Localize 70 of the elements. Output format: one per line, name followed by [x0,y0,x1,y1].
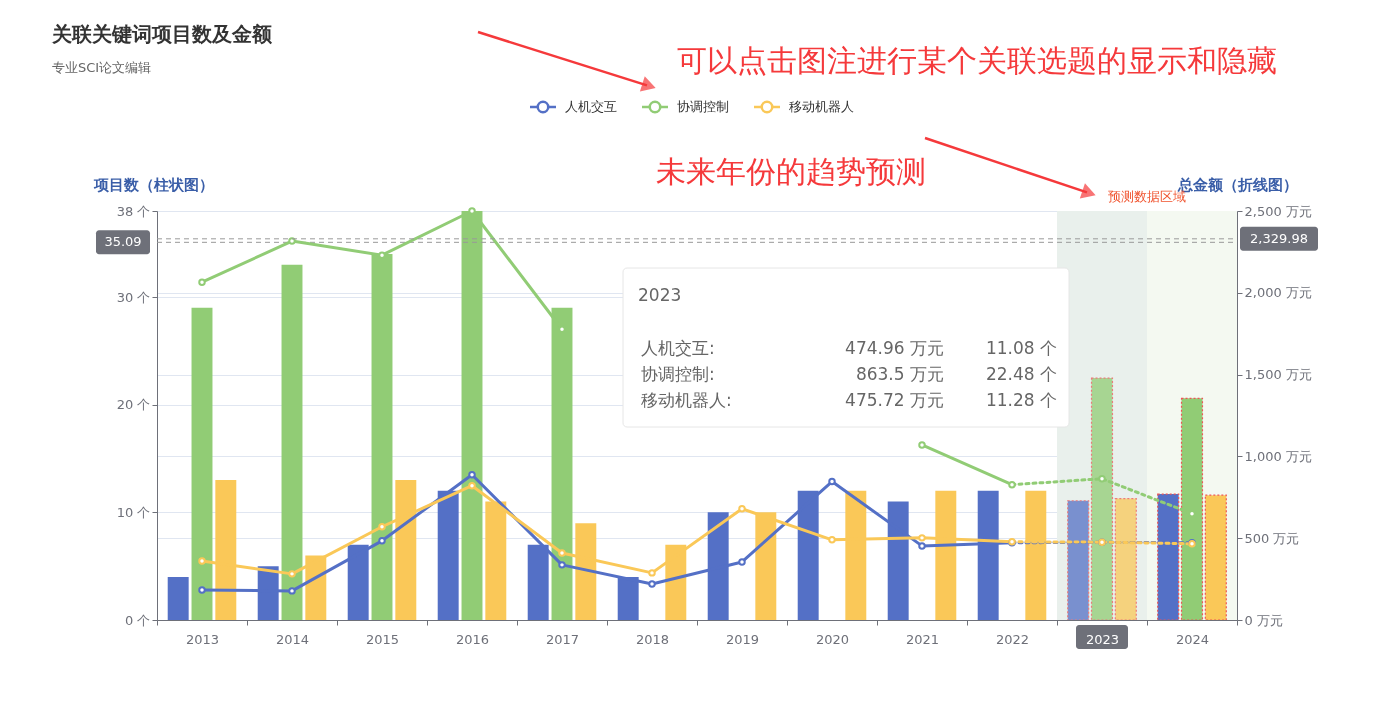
ref-line-label: 2,329.98 [1250,230,1308,246]
y-tick-label: 20 个 [116,397,151,413]
annotation: 22.48 个 [985,364,1057,384]
point [288,587,296,595]
point [828,477,836,486]
x-tick-label: 2014 [275,631,310,647]
ref-line-label: 35.09 [104,234,142,250]
y-axis-title: 项目数（柱状图） [92,175,214,194]
y2-tick-label: 1,000 万元 [1244,448,1312,464]
point [738,558,746,566]
point [558,549,566,557]
y-tick-label: 10 个 [116,504,151,520]
point [378,523,386,531]
point [1098,475,1106,483]
point [288,570,296,578]
legend-label: 协调控制 [677,99,729,114]
x-tick-label: 2020 [815,631,850,647]
x-tick-label: 2024 [1175,631,1210,647]
point [918,441,926,449]
annotation: 474.96 万元 [845,338,944,358]
text: 未来年份的趋势预测 [656,154,926,189]
annotation: 11.28 个 [985,390,1057,410]
x-tick-label: 2017 [545,631,580,647]
bar [167,576,189,620]
point [198,278,206,286]
x-tick-label: 2022 [995,631,1030,647]
point [288,237,296,245]
y2-tick-label: 2,500 万元 [1244,203,1312,219]
point [558,561,566,569]
annotation: 11.08 个 [985,338,1057,358]
annotation: 2023 [638,285,682,305]
y-tick-label: 0 个 [125,612,151,628]
x-tick-label: 2023 [1085,631,1120,647]
x-tick-label: 2016 [455,631,490,647]
x-tick-label: 2013 [185,631,220,647]
point [468,481,476,490]
x-tick-label: 2015 [365,631,400,647]
point [648,580,656,588]
annotation: 475.72 万元 [845,390,944,410]
point [468,470,476,479]
x-tick-label: 2018 [635,631,670,647]
point [378,537,386,545]
x-tick-label: 2021 [905,631,940,647]
point [648,569,656,577]
point [1008,480,1016,489]
annotation: 人机交互: [641,338,715,358]
text: 可以点击图注进行某个关联选题的显示和隐藏 [677,43,1277,78]
legend-label: 移动机器人 [789,99,854,114]
annotation: 移动机器人: [641,390,732,410]
y2-tick-label: 0 万元 [1244,612,1283,628]
legend-label: 人机交互 [565,99,617,114]
y2-tick-label: 2,000 万元 [1244,285,1312,301]
bar [1204,494,1227,621]
point [198,586,206,594]
y2-tick-label: 500 万元 [1244,530,1300,546]
point [738,505,746,513]
y-tick-label: 30 个 [116,289,151,305]
chart-subtitle: 专业SCI论文编辑 [52,60,152,75]
bar [281,264,303,620]
annotation: 863.5 万元 [855,364,944,384]
point [828,536,836,544]
chart-title: 关联关键词项目数及金额 [51,22,273,46]
x-tick-label: 2019 [725,631,760,647]
y2-tick-label: 1,500 万元 [1244,367,1312,383]
point [198,557,206,565]
bar [191,307,213,620]
point [918,542,926,550]
point [918,534,926,542]
y-tick-label: 38 个 [116,203,151,219]
annotation: 协调控制: [641,364,715,384]
